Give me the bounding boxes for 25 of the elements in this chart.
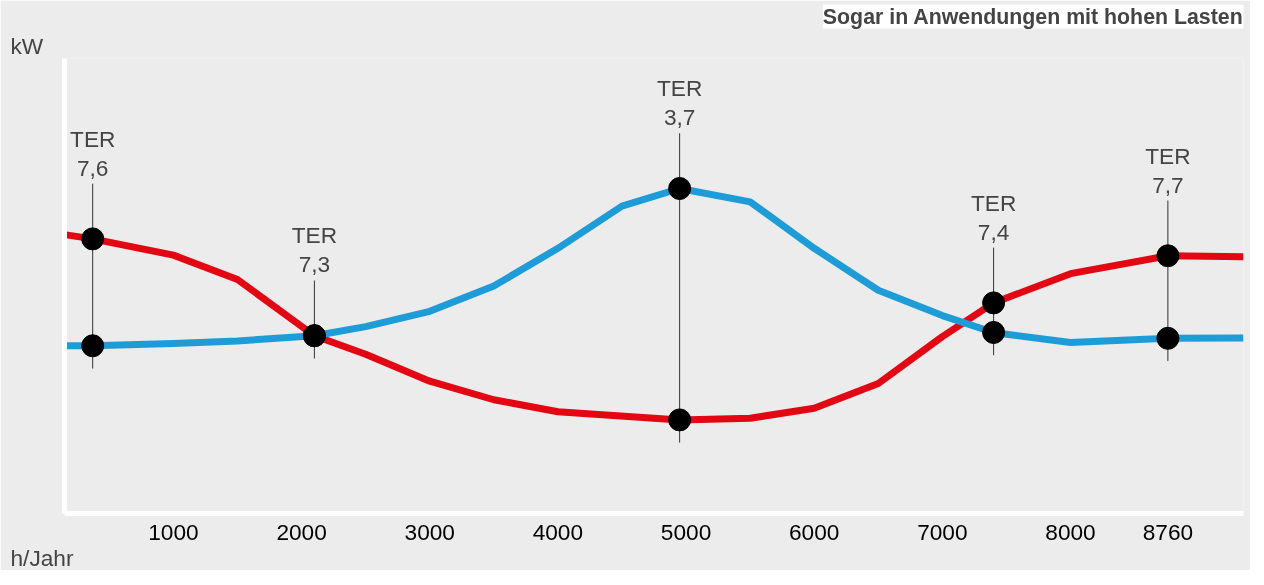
point xyxy=(1156,326,1180,350)
x-tick-label: 7000 xyxy=(917,518,968,545)
ref-line-label: TER 7,6 xyxy=(70,125,116,181)
point xyxy=(668,408,692,432)
x-tick-label: 3000 xyxy=(404,518,455,545)
x-tick-label: 8760 xyxy=(1142,518,1194,545)
x-tick-label: 8000 xyxy=(1045,518,1096,545)
point xyxy=(668,177,692,200)
point xyxy=(982,321,1006,344)
ref-line-label: TER 7,4 xyxy=(970,189,1017,245)
text: kW xyxy=(10,32,44,59)
x-axis-title: h/Jahr xyxy=(10,544,74,571)
x-tick-label: 6000 xyxy=(788,518,840,545)
point xyxy=(81,334,105,358)
point xyxy=(982,291,1006,315)
x-tick-label: 1000 xyxy=(148,518,199,545)
x-tick-label: 5000 xyxy=(660,518,712,545)
x-tick-label: 2000 xyxy=(276,518,327,545)
ref-line-label: TER 7,3 xyxy=(291,222,338,278)
ref-line-label: TER 3,7 xyxy=(656,75,703,131)
x-tick-label: 4000 xyxy=(532,518,584,545)
chart-title: Sogar in Anwendungen mit hohen Lasten xyxy=(822,4,1243,29)
point xyxy=(1156,244,1180,268)
point xyxy=(81,227,105,251)
ref-line-label: TER 7,7 xyxy=(1145,142,1191,198)
